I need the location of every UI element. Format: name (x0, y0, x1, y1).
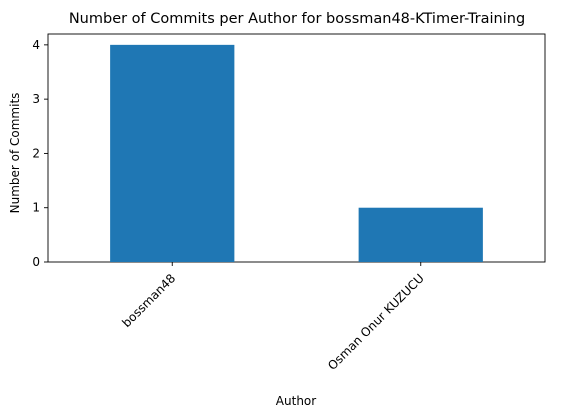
y-tick-label: 1 (32, 201, 40, 215)
y-tick-label: 3 (32, 92, 40, 106)
y-tick-label: 2 (32, 146, 40, 160)
bar-bossman48 (110, 44, 235, 262)
x-tick-label: Osman Onur KUZUCU (325, 271, 427, 373)
plot-frame (47, 33, 546, 263)
plot-area (47, 33, 546, 263)
y-tick-label: 4 (32, 38, 40, 52)
bar-osman-onur-kuzucu (358, 207, 483, 262)
y-tick-label: 0 (32, 255, 40, 269)
y-axis: 0 1 2 3 4 (32, 38, 48, 269)
y-axis-label: Number of Commits (8, 93, 22, 214)
chart-title: Number of Commits per Author for bossman… (69, 11, 525, 27)
bar-series (110, 44, 483, 262)
x-tick-label: bossman48 (119, 271, 178, 330)
x-axis: bossman48 Osman Onur KUZUCU (119, 262, 427, 373)
x-axis-label: Author (276, 394, 316, 408)
